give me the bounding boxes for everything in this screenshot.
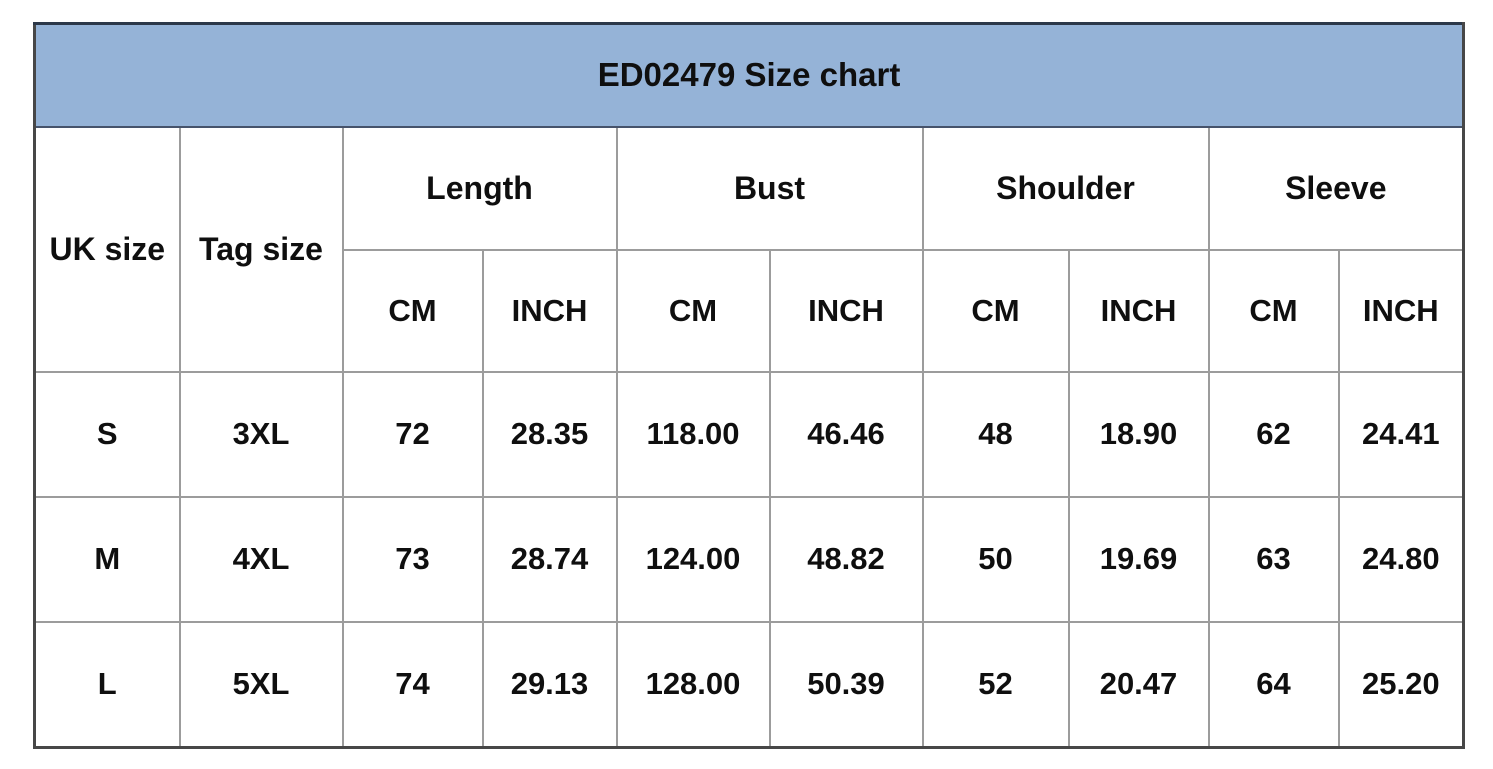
cell-sleeve-cm: 63 <box>1207 495 1340 623</box>
group-header-length: Length <box>341 125 618 251</box>
cell-bust-cm: 128.00 <box>615 620 771 749</box>
header-group-row: UK size Tag size Length Bust Shoulder Sl… <box>33 125 1465 373</box>
cell-shoulder-inch: 18.90 <box>1067 370 1210 498</box>
cell-shoulder-inch: 20.47 <box>1067 620 1210 749</box>
cell-bust-inch: 46.46 <box>768 370 924 498</box>
cell-shoulder-cm: 48 <box>921 370 1070 498</box>
cell-tag-size: 5XL <box>178 620 344 749</box>
cell-sleeve-cm: 62 <box>1207 370 1340 498</box>
cell-bust-cm: 124.00 <box>615 495 771 623</box>
cell-shoulder-inch: 19.69 <box>1067 495 1210 623</box>
cell-length-cm: 73 <box>341 495 484 623</box>
unit-header-sleeve-cm: CM <box>1207 248 1340 373</box>
unit-header-shoulder-inch: INCH <box>1067 248 1210 373</box>
cell-uk-size: L <box>33 620 181 749</box>
group-header-bust: Bust <box>615 125 924 251</box>
cell-length-inch: 29.13 <box>481 620 618 749</box>
size-chart-table: ED02479 Size chart UK size Tag size Leng… <box>33 22 1466 749</box>
unit-header-bust-inch: INCH <box>768 248 924 373</box>
unit-header-length-cm: CM <box>341 248 484 373</box>
cell-length-cm: 74 <box>341 620 484 749</box>
cell-length-cm: 72 <box>341 370 484 498</box>
cell-bust-inch: 50.39 <box>768 620 924 749</box>
chart-title: ED02479 Size chart <box>33 22 1465 128</box>
table-row-l: L 5XL 74 29.13 128.00 50.39 52 20.47 64 … <box>33 620 1465 749</box>
cell-sleeve-cm: 64 <box>1207 620 1340 749</box>
unit-header-shoulder-cm: CM <box>921 248 1070 373</box>
title-row: ED02479 Size chart <box>33 22 1465 128</box>
cell-length-inch: 28.35 <box>481 370 618 498</box>
unit-header-bust-cm: CM <box>615 248 771 373</box>
cell-shoulder-cm: 50 <box>921 495 1070 623</box>
table-row-s: S 3XL 72 28.35 118.00 46.46 48 18.90 62 … <box>33 370 1465 498</box>
group-header-shoulder: Shoulder <box>921 125 1210 251</box>
unit-header-sleeve-inch: INCH <box>1337 248 1465 373</box>
col-header-uk-size: UK size <box>33 125 181 373</box>
cell-sleeve-inch: 25.20 <box>1337 620 1465 749</box>
cell-tag-size: 4XL <box>178 495 344 623</box>
cell-shoulder-cm: 52 <box>921 620 1070 749</box>
cell-sleeve-inch: 24.41 <box>1337 370 1465 498</box>
table-row-m: M 4XL 73 28.74 124.00 48.82 50 19.69 63 … <box>33 495 1465 623</box>
cell-sleeve-inch: 24.80 <box>1337 495 1465 623</box>
group-header-sleeve: Sleeve <box>1207 125 1465 251</box>
cell-uk-size: M <box>33 495 181 623</box>
cell-bust-cm: 118.00 <box>615 370 771 498</box>
cell-tag-size: 3XL <box>178 370 344 498</box>
cell-uk-size: S <box>33 370 181 498</box>
cell-bust-inch: 48.82 <box>768 495 924 623</box>
col-header-tag-size: Tag size <box>178 125 344 373</box>
header-unit-row: CM INCH CM INCH CM INCH CM INCH <box>35 248 1465 373</box>
unit-header-length-inch: INCH <box>481 248 618 373</box>
cell-length-inch: 28.74 <box>481 495 618 623</box>
